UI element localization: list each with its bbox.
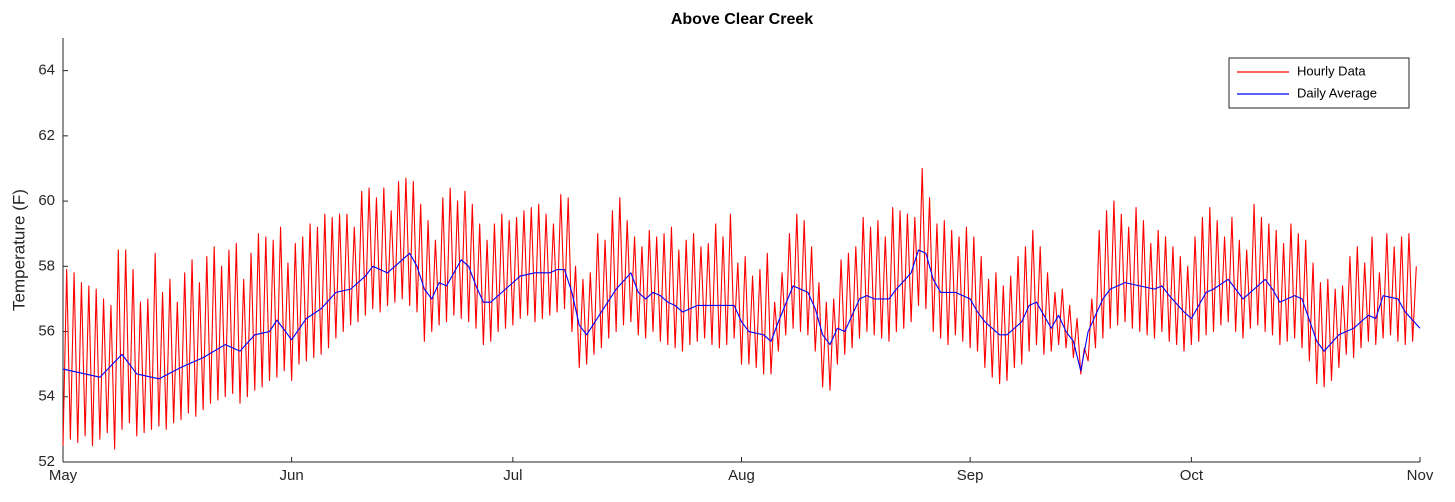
y-tick-label: 52: [38, 453, 55, 470]
y-tick-label: 64: [38, 62, 55, 79]
series-line: [62, 167, 1417, 450]
y-tick-label: 54: [38, 388, 55, 405]
chart-title: Above Clear Creek: [671, 11, 813, 28]
x-tick-label: Oct: [1180, 467, 1204, 484]
x-tick-label: Jul: [503, 467, 522, 484]
y-tick-label: 58: [38, 257, 55, 274]
x-tick-label: Sep: [957, 467, 984, 484]
legend-label: Daily Average: [1297, 85, 1377, 100]
y-tick-label: 56: [38, 323, 55, 340]
x-tick-label: Aug: [728, 467, 755, 484]
x-tick-label: May: [49, 467, 78, 484]
x-tick-label: Nov: [1407, 467, 1434, 484]
x-tick-label: Jun: [280, 467, 304, 484]
y-tick-label: 62: [38, 127, 55, 144]
y-axis-label: Temperature (F): [9, 189, 28, 311]
series-line: [62, 249, 1421, 380]
legend-label: Hourly Data: [1297, 63, 1366, 78]
legend-box: [1228, 57, 1410, 109]
y-tick-label: 60: [38, 192, 55, 209]
